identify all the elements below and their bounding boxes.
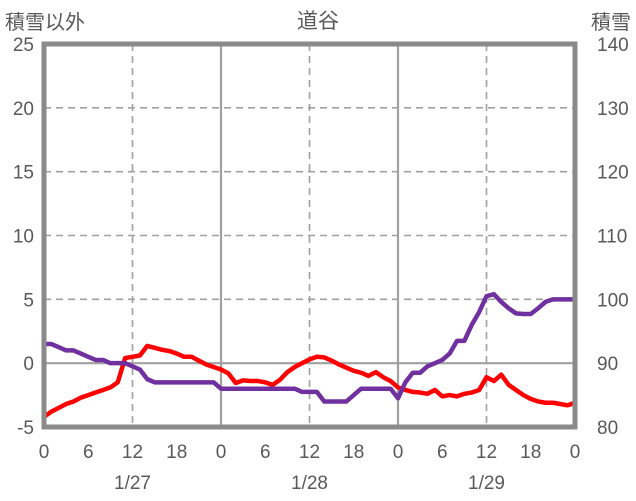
- right-axis-tick-label: 130: [597, 99, 629, 120]
- red-series-line: [41, 343, 578, 420]
- date-label: 1/29: [468, 473, 505, 494]
- right-axis-tick-label: 100: [597, 290, 629, 311]
- x-axis-tick-label: 12: [122, 442, 143, 463]
- left-axis-tick-label: 5: [23, 290, 34, 311]
- x-axis-tick-label: 6: [260, 442, 271, 463]
- right-axis-title: 積雪: [591, 12, 631, 34]
- x-axis-tick-label: 0: [570, 442, 581, 463]
- x-axis-tick-label: 6: [437, 442, 448, 463]
- left-axis-title: 積雪以外: [5, 12, 85, 34]
- right-axis-tick-label: 80: [597, 418, 618, 439]
- x-axis-tick-label: 0: [216, 442, 227, 463]
- x-axis-tick-label: 18: [520, 442, 541, 463]
- right-axis-tick-label: 120: [597, 163, 629, 184]
- x-axis-tick-label: 0: [39, 442, 50, 463]
- date-label: 1/28: [291, 473, 328, 494]
- x-axis-tick-label: 0: [393, 442, 404, 463]
- x-axis-tick-label: 6: [83, 442, 94, 463]
- right-axis-tick-label: 110: [597, 227, 627, 248]
- purple-series-line: [41, 291, 578, 404]
- x-axis-tick-label: 12: [476, 442, 497, 463]
- chart-title: 道谷: [297, 10, 339, 33]
- right-axis-tick-label: 140: [597, 35, 629, 56]
- x-axis-tick-label: 12: [299, 442, 320, 463]
- x-axis-tick-label: 18: [166, 442, 187, 463]
- left-axis-tick-label: 20: [13, 99, 34, 120]
- left-axis-tick-label: 25: [13, 35, 34, 56]
- date-label: 1/27: [114, 473, 151, 494]
- plot-border: [41, 41, 578, 430]
- x-axis-tick-label: 18: [343, 442, 364, 463]
- left-axis-tick-label: 10: [13, 227, 34, 248]
- left-axis-tick-label: -5: [17, 418, 34, 439]
- left-axis-tick-label: 15: [13, 163, 34, 184]
- left-axis-tick-label: 0: [23, 354, 34, 375]
- right-axis-tick-label: 90: [597, 354, 618, 375]
